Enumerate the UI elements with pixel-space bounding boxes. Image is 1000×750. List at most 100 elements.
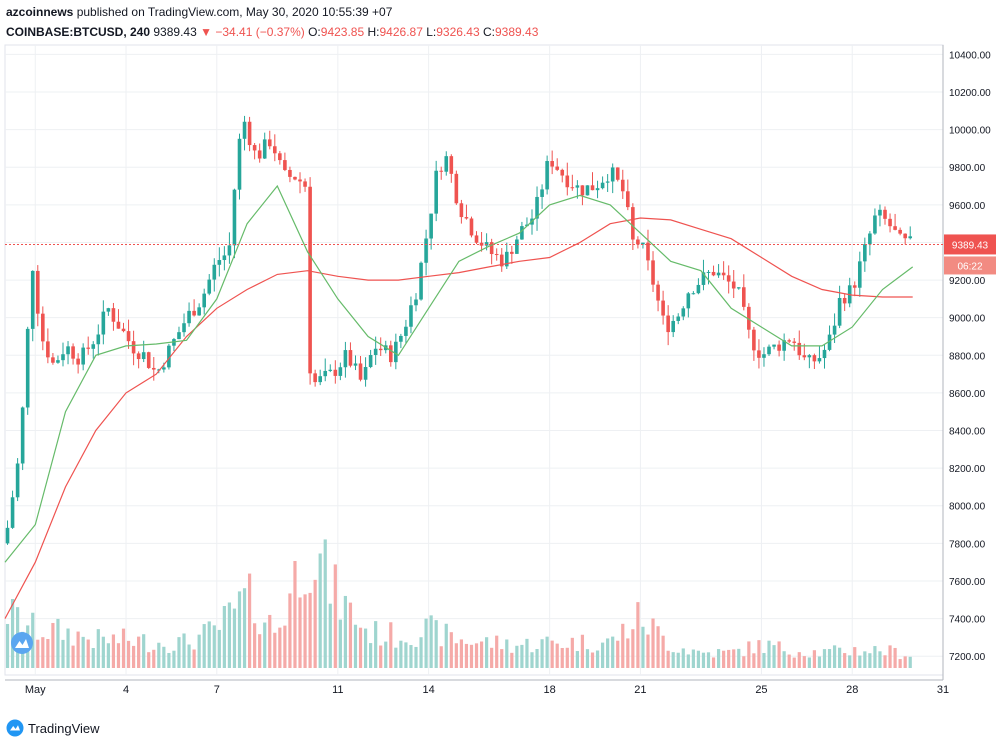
candle-body [303, 181, 307, 187]
candle-body [409, 305, 413, 327]
candle-body [893, 226, 897, 230]
publisher-name: azcoinnews [6, 5, 74, 19]
price-tick-label: 7400.00 [949, 615, 986, 626]
volume-bar [283, 625, 287, 668]
time-tick-label: May [25, 684, 46, 696]
time-tick-label: 4 [123, 684, 129, 696]
tradingview-logo-icon [6, 719, 24, 737]
candle-body [136, 353, 141, 360]
volume-bar [898, 659, 902, 668]
candle-body [394, 341, 398, 363]
volume-bar [106, 643, 110, 668]
volume-bar [666, 650, 670, 668]
price-tick-label: 9800.00 [949, 163, 986, 174]
candle-body [590, 185, 595, 191]
footer-brand[interactable]: TradingView [6, 719, 100, 737]
candle-body [802, 355, 807, 358]
volume-bar [691, 649, 695, 668]
volume-bar [363, 628, 368, 668]
volume-bar [742, 656, 746, 668]
candle-body [636, 239, 640, 245]
volume-bar [570, 637, 574, 668]
candle-body [742, 287, 746, 307]
candle-body [146, 352, 151, 368]
candle-body [827, 334, 832, 350]
candle-body [721, 272, 726, 276]
volume-bar [696, 650, 701, 668]
candle-body [731, 281, 736, 289]
candle-body [25, 328, 30, 408]
candle-body [535, 196, 539, 219]
volume-bar [540, 639, 544, 668]
volume-bar [31, 612, 35, 668]
candle-body [832, 325, 837, 335]
candle-body [10, 497, 15, 528]
candle-body [686, 293, 691, 309]
volume-bar [333, 564, 337, 668]
price-tick-label: 9000.00 [949, 314, 986, 325]
price-tick-label: 8600.00 [949, 389, 986, 400]
candle-body [626, 191, 630, 208]
candle-body [575, 185, 580, 188]
candle-body [187, 310, 191, 324]
volume-bar [510, 652, 514, 668]
volume-bar [217, 629, 221, 668]
volume-bar [646, 634, 650, 668]
candle-body [747, 306, 751, 330]
volume-bar [797, 652, 801, 668]
candle-body [852, 285, 857, 288]
candle-body [35, 270, 40, 314]
price-tick-label: 9200.00 [949, 276, 986, 287]
volume-bar [590, 652, 595, 668]
volume-bar [222, 605, 226, 668]
price-tick-label: 7600.00 [949, 577, 986, 588]
volume-bar [101, 636, 105, 668]
candle-body [212, 264, 217, 280]
candle-body [247, 121, 252, 146]
candle-body [661, 300, 665, 316]
candle-body [691, 293, 696, 295]
candle-body [267, 139, 272, 147]
volume-bar [722, 650, 726, 668]
last-price-text: 9389.43 [153, 25, 197, 39]
candle-body [868, 233, 872, 245]
volume-bar [91, 648, 95, 668]
candle-body [368, 355, 373, 368]
volume-bar [444, 623, 448, 668]
volume-bar [172, 650, 176, 668]
volume-bar [515, 645, 519, 668]
symbol-info: COINBASE:BTCUSD, 240 9389.43 ▼ −34.41 (−… [6, 25, 538, 39]
candle-body [273, 146, 277, 154]
volume-bar [116, 643, 121, 668]
candle-body [772, 344, 776, 347]
time-tick-label: 28 [846, 684, 858, 696]
volume-bar [787, 654, 791, 668]
volume-bar [681, 648, 685, 668]
candle-body [510, 251, 514, 254]
candle-body [121, 328, 126, 332]
volume-bar [258, 634, 262, 668]
volume-bar [485, 637, 489, 668]
volume-bar [237, 591, 242, 668]
volume-bar [474, 643, 479, 668]
candle-body [424, 238, 428, 263]
countdown-tag [944, 256, 996, 275]
volume-bar [374, 621, 378, 668]
volume-bar [187, 644, 191, 668]
volume-bar [711, 657, 716, 668]
candle-body [560, 169, 565, 176]
volume-bar [111, 634, 116, 668]
volume-bar [353, 624, 358, 668]
candle-body [585, 185, 590, 196]
candle-body [51, 357, 55, 363]
volume-bar [459, 639, 463, 668]
volume-bar [671, 652, 675, 668]
candle-body [278, 153, 282, 161]
change-text: −34.41 (−0.37%) [215, 25, 305, 39]
candle-body [222, 255, 227, 261]
volume-bar [479, 641, 484, 668]
volume-bar [268, 614, 272, 668]
candle-body [116, 321, 121, 329]
candle-body [545, 161, 549, 190]
